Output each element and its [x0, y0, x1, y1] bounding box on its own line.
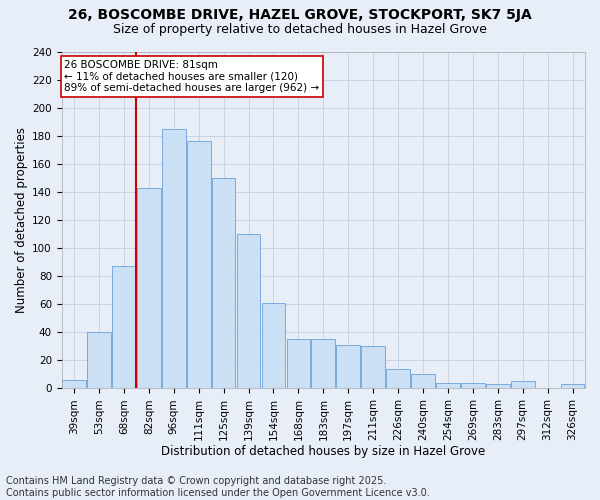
Bar — [62, 380, 86, 388]
Bar — [311, 340, 335, 388]
Bar — [461, 383, 485, 388]
Text: 26 BOSCOMBE DRIVE: 81sqm
← 11% of detached houses are smaller (120)
89% of semi-: 26 BOSCOMBE DRIVE: 81sqm ← 11% of detach… — [64, 60, 319, 93]
Bar — [337, 345, 360, 389]
Bar — [237, 234, 260, 388]
X-axis label: Distribution of detached houses by size in Hazel Grove: Distribution of detached houses by size … — [161, 444, 485, 458]
Bar — [287, 340, 310, 388]
Bar — [411, 374, 435, 388]
Bar — [87, 332, 111, 388]
Bar — [486, 384, 509, 388]
Bar — [112, 266, 136, 388]
Bar — [162, 128, 185, 388]
Bar — [262, 303, 286, 388]
Y-axis label: Number of detached properties: Number of detached properties — [15, 127, 28, 313]
Bar — [511, 382, 535, 388]
Bar — [137, 188, 161, 388]
Bar — [386, 369, 410, 388]
Bar — [187, 142, 211, 388]
Bar — [212, 178, 235, 388]
Text: Size of property relative to detached houses in Hazel Grove: Size of property relative to detached ho… — [113, 22, 487, 36]
Bar — [436, 383, 460, 388]
Text: 26, BOSCOMBE DRIVE, HAZEL GROVE, STOCKPORT, SK7 5JA: 26, BOSCOMBE DRIVE, HAZEL GROVE, STOCKPO… — [68, 8, 532, 22]
Bar — [361, 346, 385, 389]
Bar — [561, 384, 584, 388]
Text: Contains HM Land Registry data © Crown copyright and database right 2025.
Contai: Contains HM Land Registry data © Crown c… — [6, 476, 430, 498]
